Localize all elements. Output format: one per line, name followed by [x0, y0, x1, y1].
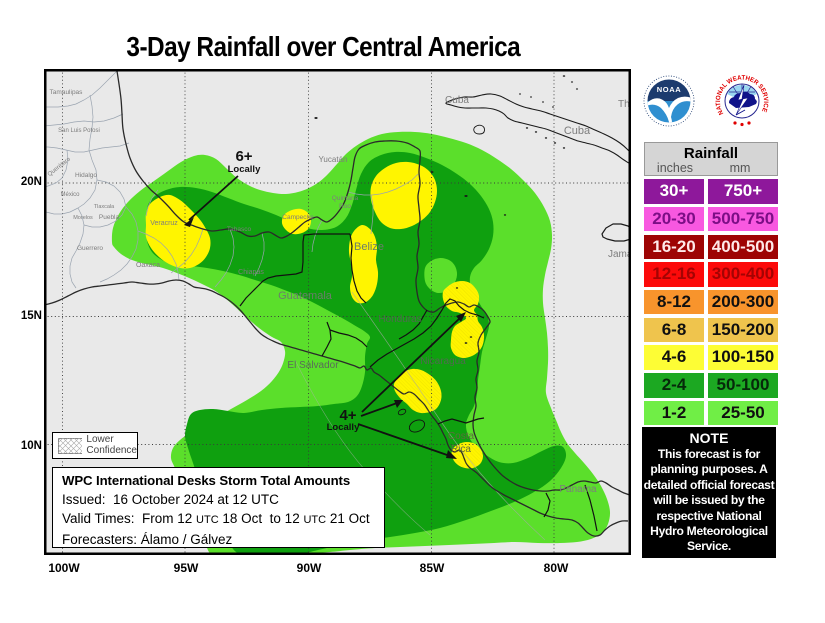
svg-text:Morelos: Morelos	[73, 215, 93, 221]
svg-text:Guerrero: Guerrero	[77, 245, 103, 252]
svg-text:Jamaica: Jamaica	[608, 249, 631, 260]
svg-text:Tlaxcala: Tlaxcala	[94, 204, 115, 210]
svg-text:6+: 6+	[235, 148, 252, 165]
svg-text:Costa: Costa	[448, 431, 475, 442]
svg-text:Honduras: Honduras	[378, 314, 421, 325]
svg-text:San Luis Potosi: San Luis Potosi	[58, 128, 100, 134]
svg-text:Veracruz: Veracruz	[150, 220, 178, 227]
svg-text:Oaxaca: Oaxaca	[136, 262, 160, 269]
svg-text:Yucatán: Yucatán	[319, 155, 348, 164]
svg-text:Guatemala: Guatemala	[278, 290, 333, 302]
svg-text:El Salvador: El Salvador	[287, 360, 339, 371]
svg-text:Belize: Belize	[354, 241, 384, 253]
svg-text:Tamaulipas: Tamaulipas	[50, 89, 84, 96]
svg-text:Locally: Locally	[228, 164, 261, 175]
svg-text:Cuba: Cuba	[564, 125, 591, 137]
svg-text:Campeche: Campeche	[282, 214, 314, 221]
svg-text:The: The	[618, 99, 631, 110]
svg-text:Quintana: Quintana	[332, 195, 359, 202]
svg-text:Panama: Panama	[559, 484, 597, 495]
svg-text:NOAA: NOAA	[657, 85, 681, 94]
svg-text:Tabasco: Tabasco	[227, 226, 252, 233]
svg-text:Roo: Roo	[339, 203, 351, 210]
svg-text:Nicaragua: Nicaragua	[420, 356, 466, 367]
svg-text:4+: 4+	[339, 407, 356, 424]
svg-text:Rica: Rica	[451, 444, 471, 455]
svg-text:Locally: Locally	[327, 422, 360, 433]
svg-text:Hidalgo: Hidalgo	[75, 172, 97, 179]
svg-text:Chiapas: Chiapas	[238, 269, 264, 276]
svg-text:Cuba: Cuba	[445, 95, 469, 106]
svg-text:Puebla: Puebla	[99, 214, 120, 221]
svg-text:México: México	[60, 192, 80, 198]
